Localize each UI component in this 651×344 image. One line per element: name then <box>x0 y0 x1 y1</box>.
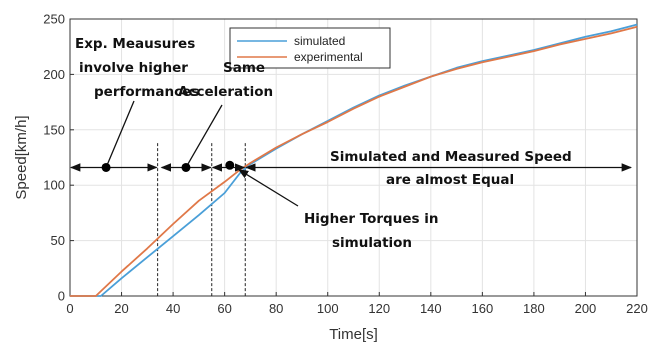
x-tick-label: 220 <box>626 301 648 316</box>
pointer-line-exp <box>105 100 135 168</box>
x-tick-label: 80 <box>269 301 283 316</box>
annotation-exp-line-1: Exp. Meausures <box>75 36 195 52</box>
x-axis-label: Time[s] <box>329 326 378 343</box>
legend: simulated experimental <box>229 27 391 69</box>
series-lines <box>70 23 638 297</box>
pointer-line-acc <box>185 104 223 168</box>
legend-box <box>229 27 391 69</box>
x-tick-label: 100 <box>317 301 339 316</box>
series-line-experimental <box>70 25 638 297</box>
annotation-acc-line-1: Same <box>223 60 265 76</box>
annotation-exp-line-2: involve higher <box>79 60 188 76</box>
plot-frame <box>69 18 638 297</box>
annotation-acc-line-2: Acceleration <box>178 84 273 100</box>
annotation-dot <box>225 160 235 170</box>
axis-ticks: 0 20 40 60 80 100 120 140 160 180 200 220 0 50 100 150 2… <box>43 12 648 317</box>
series-line-simulated <box>70 23 638 297</box>
legend-label-experimental: experimental <box>294 50 363 64</box>
x-tick-label: 120 <box>368 301 390 316</box>
pointer-line-torque <box>237 169 299 207</box>
x-tick-label: 200 <box>575 301 597 316</box>
x-tick-label: 160 <box>472 301 494 316</box>
y-axis-label: Speed[km/h] <box>13 115 30 199</box>
x-tick-label: 20 <box>114 301 128 316</box>
y-tick-label: 250 <box>43 12 65 27</box>
annotation-dot <box>101 162 111 172</box>
annotation-torque-line-1: Higher Torques in <box>304 211 438 227</box>
x-tick-label: 140 <box>420 301 442 316</box>
annotation-dot <box>181 162 191 172</box>
y-tick-label: 200 <box>43 67 65 82</box>
y-tick-label: 100 <box>43 178 65 193</box>
annotations: Exp. Meausures involve higher performanc… <box>75 36 572 251</box>
x-tick-label: 40 <box>166 301 180 316</box>
y-tick-label: 50 <box>51 233 65 248</box>
y-tick-label: 0 <box>58 289 65 304</box>
legend-label-simulated: simulated <box>294 34 345 48</box>
x-tick-label: 180 <box>523 301 545 316</box>
annotation-exp-line-3: performances <box>94 84 199 100</box>
annotation-equal-line-2: are almost Equal <box>386 172 514 188</box>
x-tick-label: 0 <box>66 301 73 316</box>
annotation-dots <box>101 160 235 172</box>
y-tick-label: 150 <box>43 122 65 137</box>
x-tick-label: 60 <box>217 301 231 316</box>
annotation-equal-line-1: Simulated and Measured Speed <box>330 149 572 165</box>
annotation-torque-line-2: simulation <box>332 235 412 251</box>
